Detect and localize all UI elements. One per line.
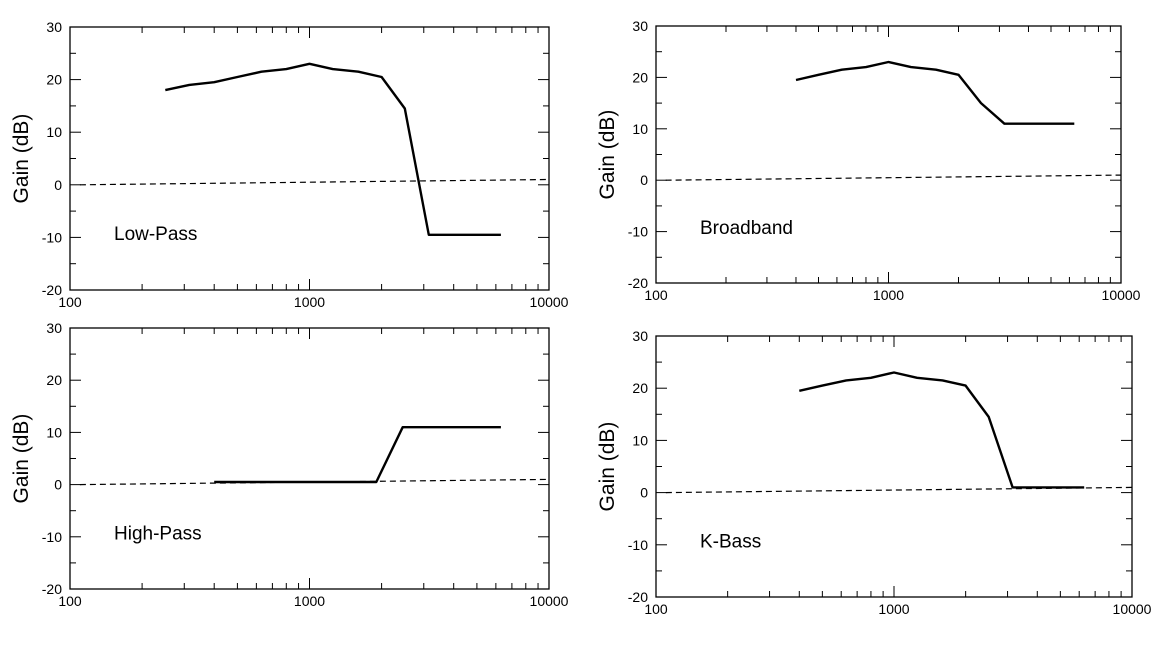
plot-frame xyxy=(69,327,550,590)
panel-label: High-Pass xyxy=(114,523,202,544)
x-tick-label: 1000 xyxy=(294,593,325,609)
gain-curve xyxy=(799,371,1085,489)
gain-curve xyxy=(165,62,501,237)
y-tick-label: -20 xyxy=(42,581,62,597)
reference-line xyxy=(79,178,550,186)
x-tick-label: 100 xyxy=(58,294,82,310)
x-tick-label: 1000 xyxy=(294,294,325,310)
plot-frame xyxy=(655,335,1133,598)
gain-curve xyxy=(795,60,1075,125)
y-tick-label: 10 xyxy=(46,424,62,440)
y-tick-label: -20 xyxy=(628,275,648,291)
x-tick-label: 1000 xyxy=(878,601,909,617)
y-axis-label: Gain (dB) xyxy=(10,114,33,204)
y-axis-label: Gain (dB) xyxy=(596,110,619,200)
plot-frame xyxy=(655,25,1122,284)
y-tick-label: -10 xyxy=(42,529,62,545)
y-tick-label: 30 xyxy=(46,320,62,336)
x-tick-label: 100 xyxy=(58,593,82,609)
y-tick-label: 0 xyxy=(54,477,62,493)
x-tick-label: 10000 xyxy=(1113,601,1152,617)
y-tick-label: 20 xyxy=(46,72,62,88)
y-tick-label: -10 xyxy=(628,537,648,553)
panel-label: K-Bass xyxy=(700,531,761,552)
y-axis-label: Gain (dB) xyxy=(596,422,619,512)
reference-line xyxy=(665,486,1133,494)
y-tick-label: -10 xyxy=(42,229,62,245)
y-tick-label: 10 xyxy=(632,432,648,448)
y-tick-label: 20 xyxy=(632,380,648,396)
y-tick-label: -20 xyxy=(628,589,648,605)
y-tick-label: 10 xyxy=(632,121,648,137)
panel-label: Low-Pass xyxy=(114,224,197,245)
y-tick-label: 0 xyxy=(640,485,648,501)
y-tick-label: 10 xyxy=(46,124,62,140)
x-tick-label: 100 xyxy=(644,287,668,303)
x-tick-label: 10000 xyxy=(530,294,569,310)
y-tick-label: 30 xyxy=(632,18,648,34)
y-tick-label: 0 xyxy=(54,177,62,193)
x-tick-label: 10000 xyxy=(1102,287,1141,303)
x-tick-label: 100 xyxy=(644,601,668,617)
y-tick-label: 20 xyxy=(632,69,648,85)
x-tick-label: 10000 xyxy=(530,593,569,609)
y-tick-label: 0 xyxy=(640,172,648,188)
plot-frame xyxy=(69,26,550,291)
y-tick-label: -10 xyxy=(628,224,648,240)
y-tick-label: -20 xyxy=(42,282,62,298)
reference-line xyxy=(665,174,1122,181)
reference-line xyxy=(79,478,550,486)
y-axis-label: Gain (dB) xyxy=(10,414,33,504)
x-tick-label: 1000 xyxy=(873,287,904,303)
y-tick-label: 30 xyxy=(632,328,648,344)
panel-label: Broadband xyxy=(700,218,793,239)
y-tick-label: 30 xyxy=(46,19,62,35)
gain-curve xyxy=(214,426,501,484)
y-tick-label: 20 xyxy=(46,372,62,388)
